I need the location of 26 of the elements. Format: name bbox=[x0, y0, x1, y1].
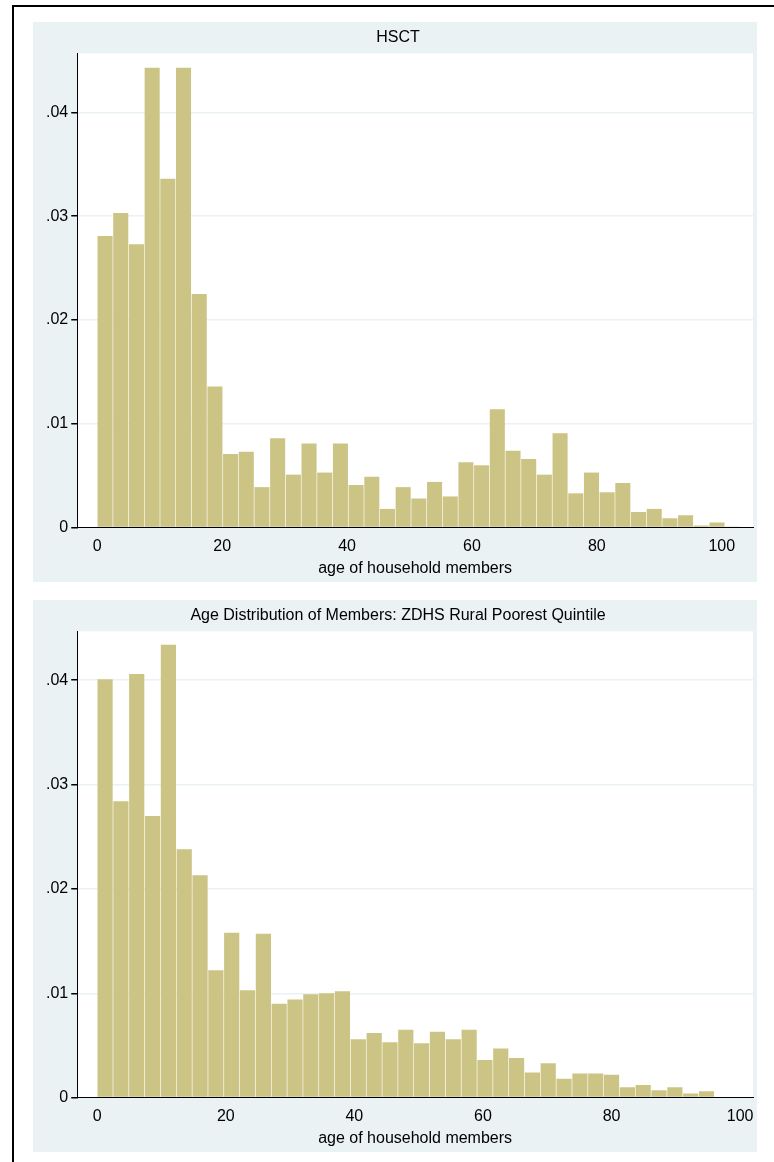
x-tick-label: 100 bbox=[708, 536, 736, 554]
y-tick-label: .01 bbox=[45, 983, 69, 1001]
y-tick-label: .01 bbox=[45, 414, 69, 432]
x-tick-label: 80 bbox=[587, 536, 606, 554]
y-tick-label: .02 bbox=[45, 879, 69, 897]
x-tick-label: 20 bbox=[213, 536, 232, 554]
x-tick-label: 0 bbox=[92, 536, 102, 554]
x-tick-label: 80 bbox=[602, 1106, 621, 1124]
x-tick-label: 60 bbox=[474, 1106, 492, 1124]
chart-title: HSCT bbox=[376, 28, 420, 46]
x-tick-label: 40 bbox=[338, 536, 357, 554]
y-tick-label: 0 bbox=[59, 518, 69, 536]
x-tick-label: 40 bbox=[345, 1106, 364, 1124]
y-tick-label: .03 bbox=[45, 206, 69, 224]
y-tick-label: 0 bbox=[59, 1088, 69, 1106]
y-tick-label: .02 bbox=[45, 310, 69, 328]
chart-title: Age Distribution of Members: ZDHS Rural Poorest Quintile bbox=[190, 606, 606, 624]
x-axis-title: age of household members bbox=[318, 558, 513, 576]
y-tick-label: .04 bbox=[45, 102, 69, 120]
x-tick-label: 60 bbox=[463, 536, 481, 554]
x-tick-label: 100 bbox=[726, 1106, 754, 1124]
x-tick-label: 0 bbox=[92, 1106, 102, 1124]
x-axis-title: age of household members bbox=[318, 1128, 513, 1146]
x-tick-label: 20 bbox=[216, 1106, 235, 1124]
y-tick-label: .04 bbox=[45, 670, 69, 688]
y-tick-label: .03 bbox=[45, 774, 69, 792]
